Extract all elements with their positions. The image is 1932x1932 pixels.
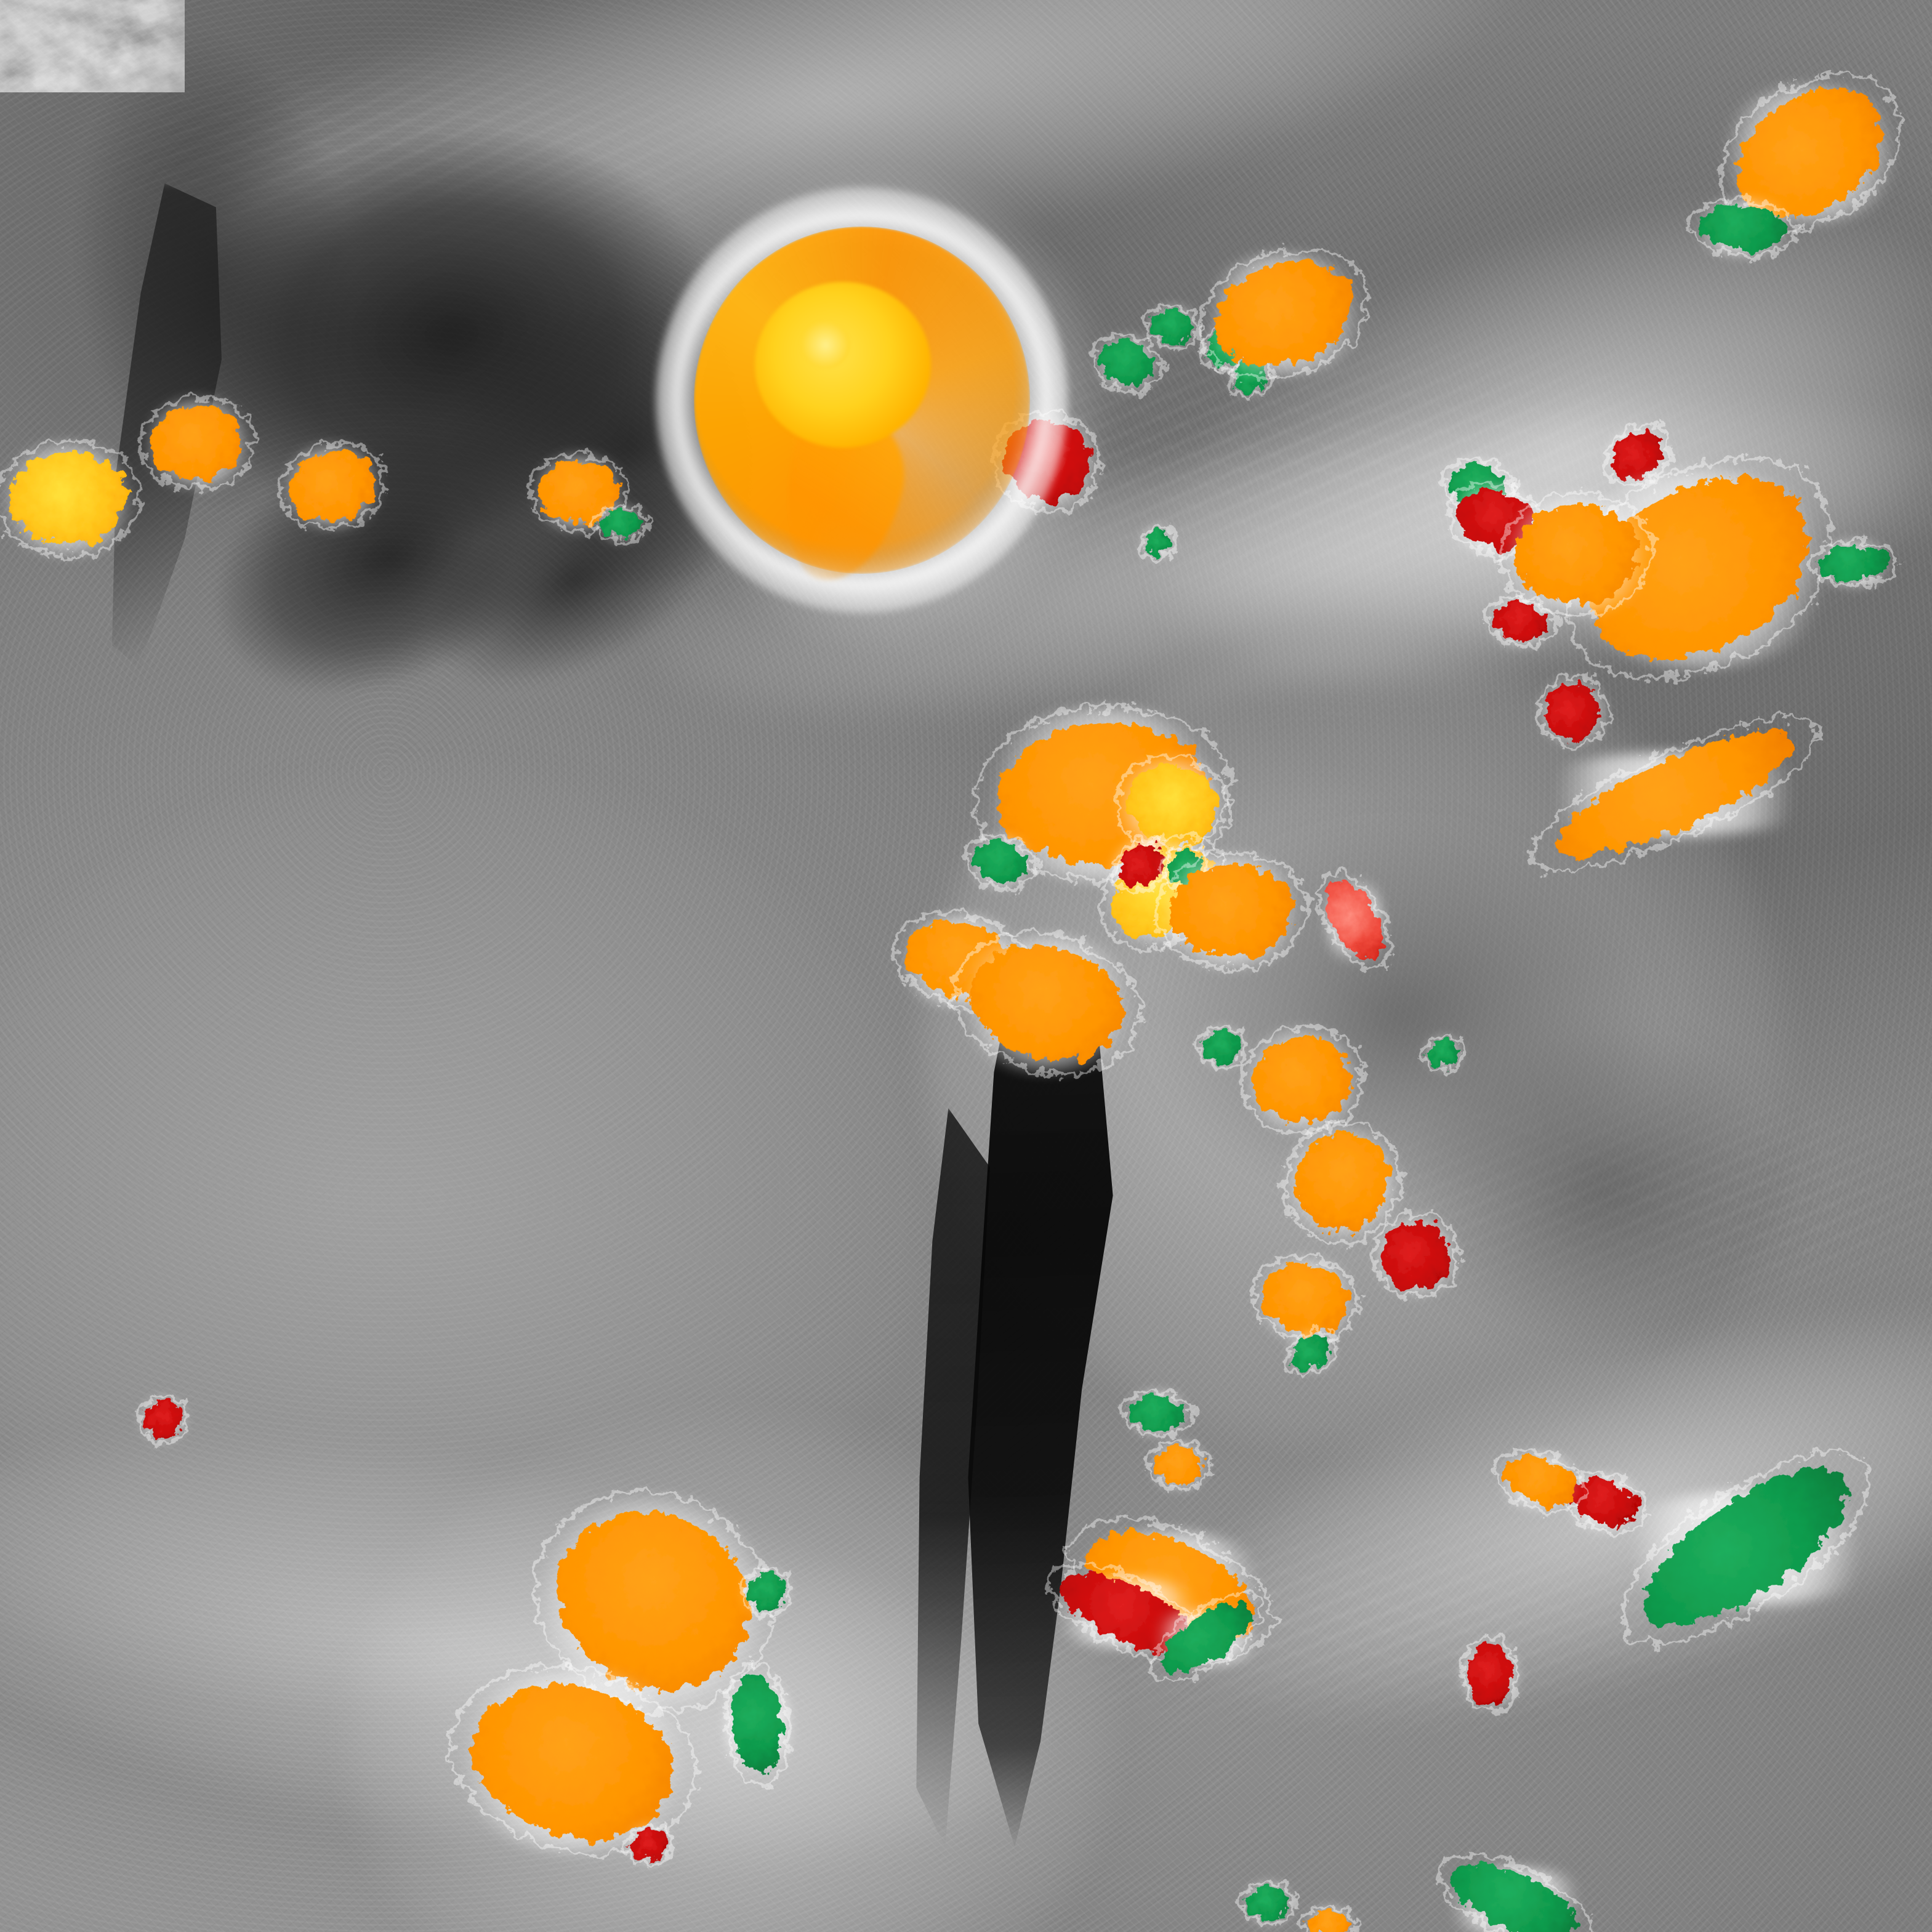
tropical-cyclone (656, 187, 1068, 613)
cloud-halo (1710, 85, 1910, 223)
cloud-cluster-green (1245, 1885, 1292, 1920)
cloud-cluster-orange (1306, 1908, 1353, 1932)
cyclone-core (755, 282, 931, 448)
landmass-south-america-interior (1047, 708, 1816, 1478)
cloud-cluster-green (1147, 304, 1199, 348)
cloud-cluster-green (1201, 324, 1250, 372)
cloud-halo (1303, 1909, 1357, 1932)
cloud-halo (1202, 326, 1249, 369)
cloud-halo (1430, 1868, 1599, 1932)
cloud-cluster-green (1441, 1848, 1588, 1932)
cloud-halo (1241, 1883, 1295, 1922)
cloud-halo (1146, 307, 1200, 345)
cyclone-eye (800, 321, 851, 369)
